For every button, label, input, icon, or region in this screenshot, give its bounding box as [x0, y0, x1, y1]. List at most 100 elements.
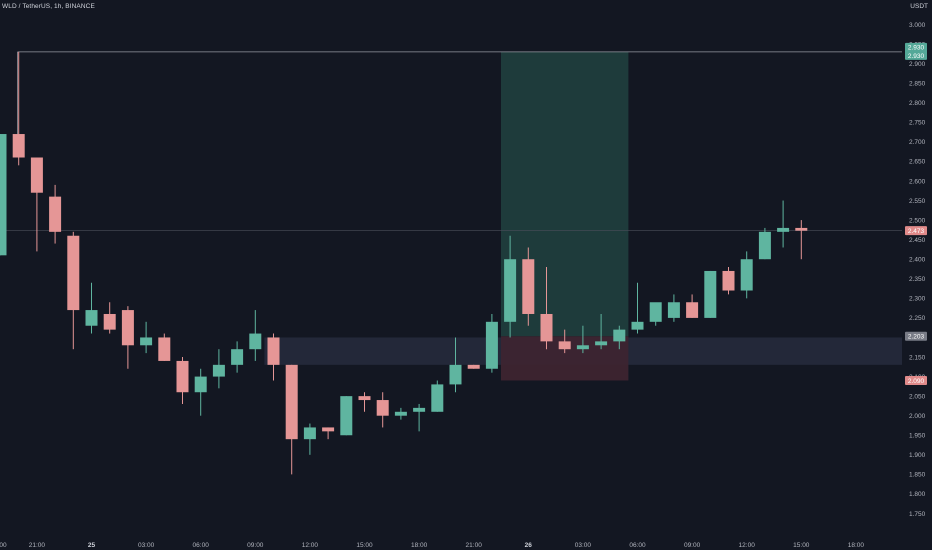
y-tick-label: 2.450 [909, 237, 926, 244]
candle-body [740, 259, 753, 291]
y-tick-label: 2.650 [909, 159, 926, 166]
entry-tag: 2.203 [908, 334, 925, 341]
candle-body [212, 364, 225, 377]
last-price-tag: 2.473 [908, 228, 925, 235]
x-tick-label: 06:00 [193, 542, 210, 549]
candle-body [649, 302, 662, 322]
candle-body [231, 349, 244, 365]
profit-zone [501, 51, 629, 337]
y-tick-label: 2.600 [909, 178, 926, 185]
x-tick-label: 26 [525, 542, 533, 549]
candle-body [431, 384, 444, 412]
last-price-tag-bg [905, 226, 927, 236]
y-tick-label: 2.850 [909, 80, 926, 87]
x-tick-label: 18:00 [411, 542, 428, 549]
y-tick-label: 2.900 [909, 61, 926, 68]
candle-body [667, 302, 680, 318]
candle-body [504, 259, 517, 322]
entry-tag-bg [905, 331, 927, 341]
candle-body [303, 427, 316, 440]
y-tick-label: 2.350 [909, 276, 926, 283]
y-tick-label: 2.150 [909, 354, 926, 361]
candle-body [777, 227, 790, 232]
candle-body [121, 310, 134, 346]
candle-body [522, 259, 535, 314]
x-tick-label: 15:00 [793, 542, 810, 549]
x-tick-label: 09:00 [247, 542, 264, 549]
candle-body [394, 411, 407, 416]
candle-body [485, 321, 498, 369]
candle-body [30, 157, 43, 193]
candle-body [576, 345, 589, 350]
x-tick-label: 15:00 [356, 542, 373, 549]
candle-body [176, 360, 189, 393]
y-tick-label: 1.900 [909, 452, 926, 459]
target-tag-lower: 2.930 [908, 53, 925, 60]
target-tag-upper: 2.930 [908, 45, 925, 52]
candle-body [194, 376, 207, 393]
x-tick-label: 12:00 [739, 542, 756, 549]
candle-body [267, 337, 280, 365]
candle-body [158, 337, 171, 361]
candle-body [449, 364, 462, 385]
candle-body [67, 235, 80, 311]
candle-body [595, 341, 608, 346]
x-tick-label: 25 [88, 542, 96, 549]
y-tick-label: 2.550 [909, 198, 926, 205]
x-tick-label: 18:00 [848, 542, 865, 549]
y-tick-label: 1.800 [909, 491, 926, 498]
candle-body [340, 396, 353, 436]
candle-body [613, 329, 626, 342]
y-tick-label: 2.250 [909, 315, 926, 322]
y-tick-label: 2.800 [909, 100, 926, 107]
x-tick-label: 06:00 [629, 542, 646, 549]
candle-body [686, 302, 699, 318]
x-tick-label: 03:00 [138, 542, 155, 549]
candle-body [85, 310, 98, 326]
y-tick-label: 1.950 [909, 433, 926, 440]
symbol-label: WLD / TetherUS, 1h, BINANCE [2, 3, 95, 10]
candle-body [631, 321, 644, 330]
candle-body [322, 427, 335, 432]
candle-body [140, 337, 153, 346]
stop-tag: 2.090 [908, 378, 925, 385]
y-tick-label: 2.000 [909, 413, 926, 420]
candle-body [12, 134, 25, 158]
y-tick-label: 2.300 [909, 296, 926, 303]
y-tick-label: 2.400 [909, 257, 926, 264]
candle-body [558, 341, 571, 350]
candle-body [758, 231, 771, 260]
y-tick-label: 1.850 [909, 472, 926, 479]
candle-body [540, 313, 553, 342]
y-tick-label: 2.050 [909, 393, 926, 400]
candle-body [358, 396, 371, 401]
x-tick-label: 21:00 [466, 542, 483, 549]
candle-body [376, 400, 389, 416]
x-tick-label: 00 [0, 542, 7, 549]
candle-body [49, 196, 62, 232]
x-tick-label: 03:00 [575, 542, 592, 549]
candle-body [795, 227, 808, 231]
candle-body [704, 270, 717, 318]
candle-body [413, 407, 426, 412]
y-tick-label: 3.000 [909, 22, 926, 29]
y-tick-label: 1.750 [909, 511, 926, 518]
candle-body [0, 134, 7, 256]
stop-tag-bg [905, 375, 927, 385]
candle-body [103, 313, 116, 330]
x-tick-label: 21:00 [29, 542, 46, 549]
target-tag-bg [905, 42, 927, 60]
candle-body [722, 270, 735, 291]
x-tick-label: 12:00 [302, 542, 319, 549]
y-tick-label: 2.700 [909, 139, 926, 146]
y-tick-label: 2.500 [909, 217, 926, 224]
candle-body [249, 333, 262, 350]
y-tick-label: 2.750 [909, 120, 926, 127]
currency-label[interactable]: USDT [910, 3, 928, 10]
candle-body [467, 364, 480, 369]
candle-body [285, 364, 298, 440]
x-tick-label: 09:00 [684, 542, 701, 549]
